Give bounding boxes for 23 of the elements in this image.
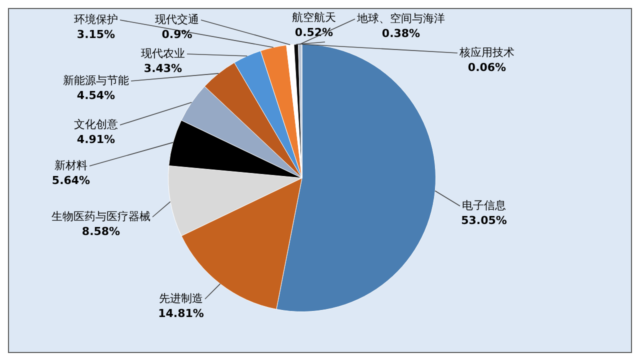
data-label: 8.58% (82, 224, 120, 238)
slice-label: 文化创意 (74, 118, 118, 131)
slice-label: 生物医药与医疗器械 (52, 210, 150, 223)
slice-label: 核应用技术 (458, 46, 514, 59)
data-label: 4.91% (76, 132, 116, 146)
data-label: 4.54% (76, 88, 116, 102)
slice-label: 新能源与节能 (63, 74, 129, 87)
data-label: 5.64% (52, 174, 90, 187)
data-label: 3.15% (76, 28, 116, 41)
slice-label: 现代农业 (141, 46, 185, 60)
data-label: 0.38% (382, 26, 420, 40)
data-label: 14.81% (158, 306, 204, 320)
slice-label: 地球、空间与海洋 (356, 12, 445, 25)
data-label: 53.05% (461, 214, 507, 227)
slice-label: 电子信息 (462, 198, 506, 212)
data-label: 0.06% (468, 60, 506, 74)
data-label: 0.9% (162, 28, 192, 41)
slice-label: 新材料 (54, 158, 88, 172)
slice-label: 现代交通 (155, 12, 199, 26)
slice-label: 先进制造 (159, 292, 203, 305)
slice-label: 航空航天 (292, 10, 336, 24)
data-label: 3.43% (144, 62, 182, 75)
slice-label: 环境保护 (74, 12, 118, 26)
